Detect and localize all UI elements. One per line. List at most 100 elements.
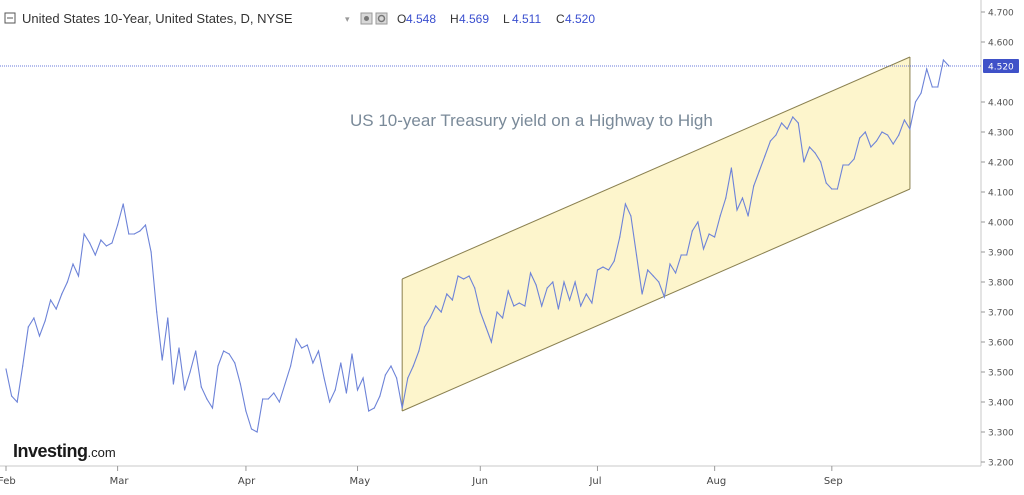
data-point xyxy=(72,263,74,265)
data-point xyxy=(262,398,264,400)
data-point xyxy=(741,197,744,199)
data-point xyxy=(38,335,41,337)
last-price-label: 4.520 xyxy=(988,63,1014,73)
data-point xyxy=(775,134,777,136)
data-point xyxy=(317,350,320,352)
data-point xyxy=(624,203,627,205)
collapse-icon[interactable] xyxy=(4,12,16,24)
ohlc-value-c: 4.520 xyxy=(565,12,595,26)
data-point xyxy=(239,383,241,385)
data-point xyxy=(753,185,755,187)
data-point xyxy=(769,140,772,142)
data-point xyxy=(619,236,621,238)
data-point xyxy=(485,326,487,328)
ohlc-readout: O 4.548 H 4.569 L 4.511 C 4.520 xyxy=(397,12,595,26)
channel-lower-line[interactable] xyxy=(401,188,911,412)
data-point xyxy=(702,248,705,250)
eye-pupil-icon xyxy=(364,16,369,21)
data-point xyxy=(50,299,52,301)
data-point xyxy=(808,146,811,148)
data-point xyxy=(128,233,130,235)
instrument-title: United States 10-Year, United States, D,… xyxy=(22,11,293,26)
y-tick-label: 3.400 xyxy=(988,399,1014,409)
data-point xyxy=(557,308,560,310)
data-point xyxy=(541,305,543,307)
data-point xyxy=(77,275,80,277)
logo-main: Investing xyxy=(13,441,88,461)
y-tick-label: 4.600 xyxy=(988,39,1014,49)
y-tick-label: 4.100 xyxy=(988,189,1014,199)
data-point xyxy=(820,161,822,163)
data-point xyxy=(652,275,654,277)
ohlc-label-h: H xyxy=(450,12,459,26)
data-point xyxy=(83,233,85,235)
data-point xyxy=(401,407,403,409)
data-point xyxy=(206,398,208,400)
data-point xyxy=(5,368,7,370)
data-point xyxy=(635,254,638,256)
data-point xyxy=(178,347,180,349)
ohlc-value-h: 4.569 xyxy=(459,12,489,26)
last-price-line-group: 4.520 xyxy=(0,59,1019,73)
y-tick-label: 3.300 xyxy=(988,429,1014,439)
gear-icon xyxy=(377,14,386,23)
data-point xyxy=(641,293,643,295)
data-point xyxy=(184,389,186,391)
investing-logo: Investing.com xyxy=(13,441,116,461)
data-point xyxy=(680,254,682,256)
data-point xyxy=(379,395,381,397)
chevron-down-icon[interactable]: ▾ xyxy=(345,14,350,24)
data-point xyxy=(926,68,928,70)
data-point xyxy=(368,410,370,412)
data-point xyxy=(496,311,498,313)
channel-drawing[interactable] xyxy=(401,56,911,412)
data-point xyxy=(747,215,749,217)
data-point xyxy=(920,92,922,94)
data-point xyxy=(552,281,554,283)
data-point xyxy=(167,317,169,319)
data-point xyxy=(105,245,107,247)
channel-upper-line[interactable] xyxy=(401,56,911,280)
data-point xyxy=(295,338,297,340)
data-point xyxy=(870,146,872,148)
data-point xyxy=(730,167,733,169)
data-point xyxy=(758,170,760,172)
data-point xyxy=(725,197,727,199)
data-point xyxy=(781,122,783,124)
data-point xyxy=(647,269,649,271)
data-point xyxy=(853,158,855,160)
data-point xyxy=(217,365,219,367)
data-point xyxy=(111,242,113,244)
data-point xyxy=(658,281,660,283)
settings-icon[interactable] xyxy=(375,12,388,25)
y-tick-label: 3.500 xyxy=(988,369,1014,379)
data-point xyxy=(842,164,844,166)
data-point xyxy=(435,305,437,307)
data-point xyxy=(301,347,303,349)
data-point xyxy=(457,275,459,277)
ohlc-label-o: O xyxy=(397,12,406,26)
data-point xyxy=(580,305,582,307)
ohlc-label-c: C xyxy=(556,12,565,26)
data-point xyxy=(234,362,236,364)
data-point xyxy=(245,410,247,412)
data-point xyxy=(814,152,816,154)
y-tick-label: 4.000 xyxy=(988,219,1014,229)
data-point xyxy=(334,389,336,391)
data-point xyxy=(211,407,214,409)
data-point xyxy=(16,401,18,403)
data-point xyxy=(463,278,465,280)
data-point xyxy=(446,293,448,295)
data-point xyxy=(719,215,721,217)
chart-header: United States 10-Year, United States, D,… xyxy=(4,11,595,26)
data-point xyxy=(797,122,799,124)
data-point xyxy=(312,362,314,364)
data-point xyxy=(278,401,280,403)
channel-fill[interactable] xyxy=(402,57,910,411)
y-tick-label: 4.400 xyxy=(988,99,1014,109)
data-point xyxy=(574,281,576,283)
data-point xyxy=(384,374,386,376)
data-point xyxy=(440,311,442,313)
data-point xyxy=(61,293,63,295)
data-point xyxy=(669,263,671,265)
